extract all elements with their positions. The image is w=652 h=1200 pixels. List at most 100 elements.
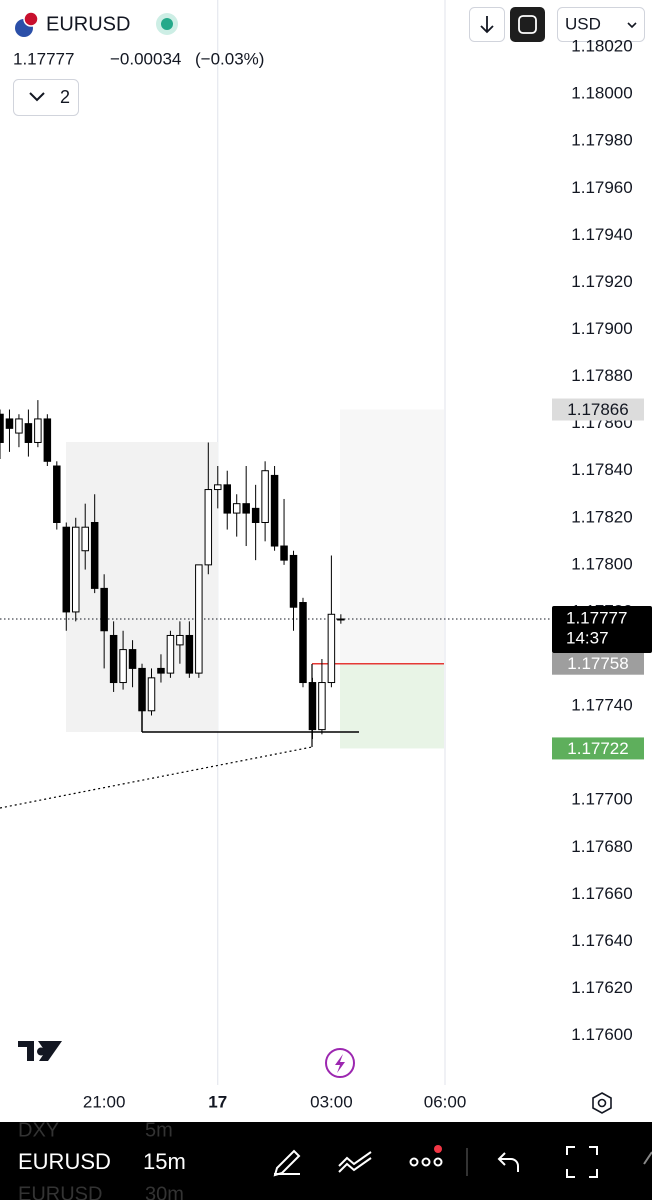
candle-body	[43, 418, 52, 462]
settings-hole	[597, 1098, 607, 1108]
y-tick-label: 1.17940	[571, 225, 632, 244]
y-tick-label: 1.17880	[571, 366, 632, 385]
candle-body	[251, 507, 260, 523]
candle-body	[204, 489, 213, 566]
symbol[interactable]: EURUSD	[46, 13, 130, 35]
candle-body	[308, 682, 317, 731]
undo-icon[interactable]	[497, 1152, 519, 1172]
logo	[18, 1041, 62, 1061]
flag-us	[23, 11, 39, 27]
candle-body	[147, 677, 156, 712]
candle-body	[327, 613, 336, 684]
candle-body	[0, 413, 4, 443]
dot	[421, 1157, 431, 1167]
badge-dot	[434, 1145, 442, 1153]
candle-body	[119, 649, 127, 684]
toolbar: DXY 5m EURUSD 15m EURUSD 30m	[0, 1119, 652, 1200]
settings-icon[interactable]	[592, 1092, 612, 1114]
candle-body	[15, 418, 23, 434]
y-tick-label: 1.17820	[571, 507, 632, 526]
y-tick-label: 1.18000	[571, 84, 632, 103]
ghost-symbol: EURUSD	[18, 1183, 102, 1200]
candle-body	[81, 526, 89, 552]
ghost-symbol: DXY	[18, 1119, 59, 1141]
toolbar-symbol[interactable]: EURUSD	[18, 1149, 111, 1174]
edge-icon	[643, 1151, 652, 1165]
candle-body	[195, 564, 203, 674]
y-tick-label: 1.17600	[571, 1025, 632, 1044]
y-tick-label: 1.17900	[571, 319, 632, 338]
status-dot	[161, 18, 173, 30]
candle-body	[242, 503, 250, 514]
candle-body	[232, 503, 241, 514]
toolbar-bg	[0, 1122, 652, 1200]
candle-body	[261, 470, 269, 523]
change-pct: (−0.03%)	[195, 49, 264, 68]
position-target-zone	[340, 409, 444, 664]
ghost-interval: 5m	[145, 1119, 173, 1141]
draw-icon[interactable]	[273, 1149, 301, 1177]
candle-body	[299, 602, 307, 684]
currency-select[interactable]	[557, 7, 645, 42]
price-badge-label: 1.17866	[567, 400, 628, 419]
candle-body	[185, 634, 194, 674]
candle-body	[109, 634, 118, 684]
candle-body	[214, 484, 222, 491]
candle-body	[100, 587, 108, 632]
x-tick-label: 06:00	[424, 1092, 467, 1111]
y-tick-label: 1.17640	[571, 931, 632, 950]
candle-body	[280, 545, 288, 561]
fullscreen-icon[interactable]	[566, 1146, 598, 1178]
y-tick-label: 1.17980	[571, 131, 632, 150]
candle-body	[53, 465, 61, 523]
y-tick-label: 1.17920	[571, 272, 632, 291]
change: −0.00034	[110, 49, 181, 68]
lines-icon[interactable]	[338, 1151, 372, 1173]
chevron	[29, 92, 45, 102]
dot	[409, 1157, 419, 1167]
more-icon[interactable]	[409, 1145, 443, 1167]
y-tick-label: 1.17680	[571, 837, 632, 856]
candle-body	[71, 526, 80, 613]
last-price-badge-label: 1.17777	[566, 608, 627, 627]
candle-body	[90, 521, 99, 589]
x-tick-label: 03:00	[310, 1092, 353, 1111]
fit-button[interactable]	[510, 7, 545, 42]
arrow-icon	[480, 16, 494, 34]
last-price: 1.17777	[13, 49, 74, 68]
candle-body	[138, 667, 146, 712]
candle-body	[223, 484, 231, 514]
x-tick-label: 21:00	[83, 1092, 126, 1111]
last-price-badge	[552, 605, 652, 653]
y-tick-label: 1.17960	[571, 178, 632, 197]
candle-body	[5, 418, 14, 429]
price-badge	[552, 652, 644, 675]
candle-body	[270, 474, 279, 547]
position-stop-zone	[340, 663, 444, 749]
candle-body	[166, 634, 175, 674]
y-tick-label: 1.17740	[571, 696, 632, 715]
dot	[433, 1157, 443, 1167]
chevron	[627, 22, 637, 29]
y-tick-label: 1.17800	[571, 554, 632, 573]
candle-body	[337, 618, 345, 621]
y-tick-label: 1.17700	[571, 790, 632, 809]
price-badge	[552, 398, 644, 421]
indicators-button[interactable]	[13, 79, 79, 116]
y-tick-label: 1.18020	[571, 37, 632, 56]
y-tick-label: 1.17840	[571, 460, 632, 479]
fit-icon	[518, 15, 537, 34]
price-badge-label: 1.17758	[567, 654, 628, 673]
currency: USD	[565, 14, 601, 33]
countdown: 14:37	[566, 628, 609, 647]
candle-body	[157, 667, 165, 674]
toolbar-interval[interactable]: 15m	[143, 1149, 186, 1174]
candle-body	[24, 423, 33, 443]
y-tick-label: 1.17620	[571, 978, 632, 997]
plot-area	[0, 0, 552, 1085]
candle-body	[34, 418, 42, 443]
price-badge	[552, 737, 644, 760]
header: EURUSD 1.17777 −0.00034 (−0.03%) 2 USD	[13, 7, 645, 116]
y-tick-label: 1.17660	[571, 884, 632, 903]
